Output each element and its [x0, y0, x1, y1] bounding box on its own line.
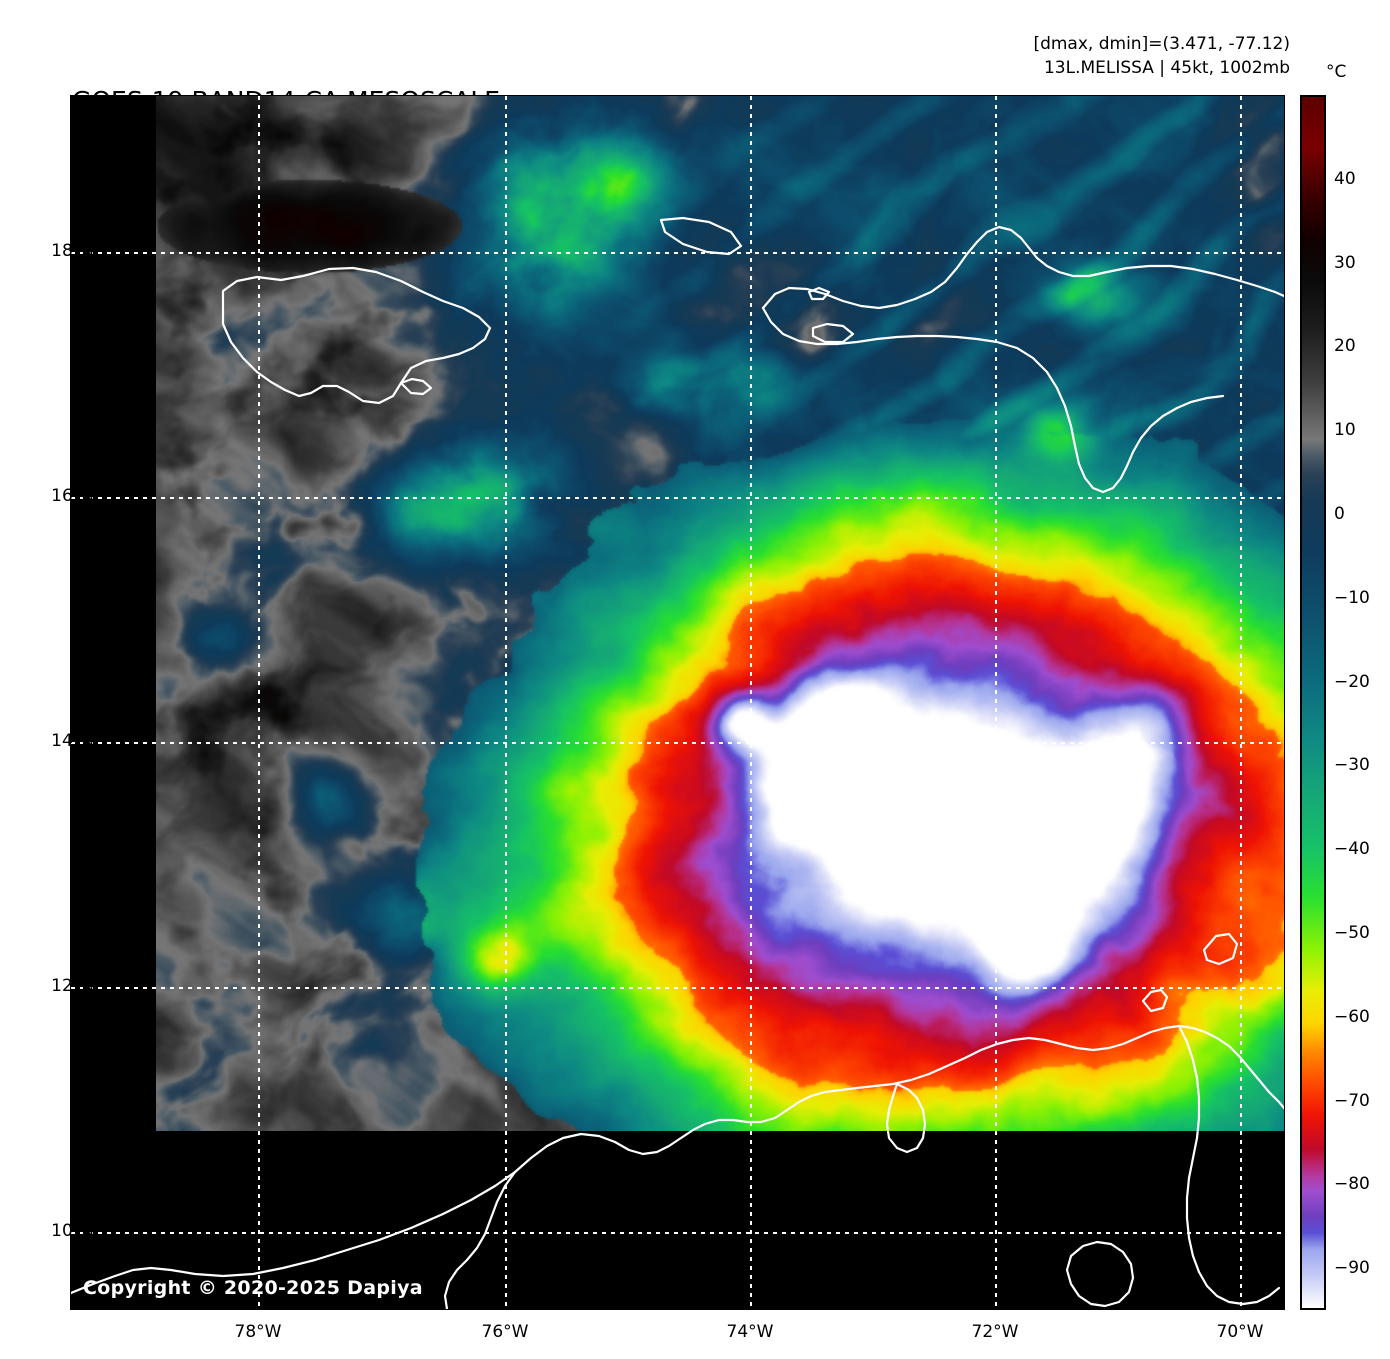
colorbar-tick-20: 20	[1334, 336, 1356, 357]
gridline-lat-10	[71, 1232, 1284, 1234]
gridline-lat-12	[71, 987, 1284, 989]
metadata-block: [dmax, dmin]=(3.471, -77.12) 13L.MELISSA…	[1033, 32, 1290, 80]
gridline-lon-74	[750, 96, 752, 1309]
storm-info-label: 13L.MELISSA | 45kt, 1002mb	[1043, 58, 1290, 78]
satellite-image-plot: Copyright © 2020-2025 Dapiya	[70, 95, 1285, 1310]
colorbar-tick-30: 30	[1334, 252, 1356, 273]
colorbar-unit-label: °C	[1326, 62, 1347, 82]
colorbar-tick-minus60: −60	[1334, 1006, 1370, 1027]
xtick-label-72w: 72°W	[971, 1322, 1019, 1342]
copyright-label: Copyright © 2020-2025 Dapiya	[83, 1277, 423, 1299]
colorbar-tick-40: 40	[1334, 168, 1356, 189]
gridline-lat-16	[71, 497, 1284, 499]
gridline-lat-18	[71, 252, 1284, 254]
xtick-label-76w: 76°W	[481, 1322, 529, 1342]
colorbar-tick-minus90: −90	[1334, 1258, 1370, 1279]
colorbar-tick-0: 0	[1334, 503, 1345, 524]
colorbar-tick-minus70: −70	[1334, 1090, 1370, 1111]
gridline-lon-76	[505, 96, 507, 1309]
colorbar-tick-minus40: −40	[1334, 839, 1370, 860]
ytick-label-14n: 14°N	[51, 731, 94, 751]
colorbar-tick-minus30: −30	[1334, 755, 1370, 776]
ytick-label-18n: 18°N	[51, 241, 94, 261]
colorbar-tick-10: 10	[1334, 420, 1356, 441]
xtick-label-74w: 74°W	[726, 1322, 774, 1342]
coastline-maracaibo	[1065, 1240, 1135, 1308]
gridline-lat-14	[71, 742, 1284, 744]
colorbar	[1300, 95, 1326, 1310]
ytick-label-12n: 12°N	[51, 976, 94, 996]
ytick-label-16n: 16°N	[51, 486, 94, 506]
ytick-label-10n: 10°N	[51, 1221, 94, 1241]
colorbar-tick-minus20: −20	[1334, 671, 1370, 692]
gridline-lon-72	[995, 96, 997, 1309]
gridline-lon-78	[258, 96, 260, 1309]
data-range-label: [dmax, dmin]=(3.471, -77.12)	[1033, 34, 1290, 54]
colorbar-tick-minus10: −10	[1334, 587, 1370, 608]
gridline-lon-70	[1240, 96, 1242, 1309]
colorbar-tick-minus50: −50	[1334, 922, 1370, 943]
xtick-label-70w: 70°W	[1216, 1322, 1264, 1342]
xtick-label-78w: 78°W	[234, 1322, 282, 1342]
colorbar-tick-minus80: −80	[1334, 1174, 1370, 1195]
colorbar-gradient	[1302, 97, 1324, 1308]
